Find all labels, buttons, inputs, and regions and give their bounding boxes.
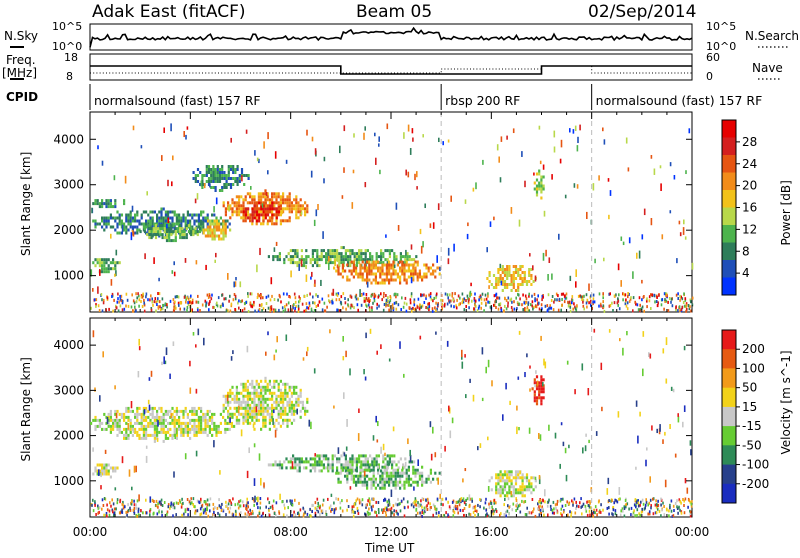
cpid-label: CPID — [6, 90, 38, 104]
colorbar-swatch — [722, 330, 736, 350]
colorbar-swatch — [722, 349, 736, 369]
colorbar-swatch — [722, 243, 736, 261]
nsearch-label: N.Search — [745, 29, 799, 43]
x-tick-label: 04:00 — [173, 525, 208, 539]
cpid-segment-label: normalsound (fast) 157 RF — [596, 93, 763, 108]
colorbar-tick-label: 20 — [742, 179, 757, 193]
cpid-strip: normalsound (fast) 157 RF rbsp 200 RF norm… — [90, 84, 762, 110]
colorbar-swatch — [722, 388, 736, 408]
colorbar-swatch — [722, 484, 736, 504]
date-label: 02/Sep/2014 — [588, 2, 696, 22]
nave-label: Nave — [752, 61, 783, 75]
colorbar-swatch — [722, 368, 736, 388]
colorbar-swatch — [722, 465, 736, 485]
x-tick-label: 00:00 — [675, 525, 710, 539]
colorbar-tick-label: 24 — [742, 157, 757, 171]
x-axis-title: Time UT — [364, 541, 415, 554]
y-tick-label: 4000 — [53, 338, 84, 352]
y-tick-label: 1000 — [53, 474, 84, 488]
y-tick-label: 1000 — [53, 269, 84, 283]
colorbar-tick-label: 50 — [742, 381, 757, 395]
y-tick-label: 3000 — [53, 383, 84, 397]
colorbar-tick-label: -50 — [742, 438, 762, 452]
colorbar-swatch — [722, 260, 736, 278]
freq-bottom-tick: 8 — [66, 70, 73, 83]
y-tick-label: 2000 — [53, 223, 84, 237]
colorbar-swatch — [722, 190, 736, 208]
colorbar-label: Velocity [m s^-1] — [779, 350, 793, 454]
freq-unit-label: [MHz] — [2, 66, 37, 80]
colorbar-swatch — [722, 208, 736, 226]
colorbar-swatch — [722, 278, 736, 296]
colorbar-tick-label: 28 — [742, 135, 757, 149]
noise-left-top: 10^5 — [52, 20, 82, 33]
colorbar-label: Power [dB] — [779, 180, 793, 245]
colorbar-swatch — [722, 173, 736, 191]
nave-series — [90, 66, 692, 73]
x-tick-label: 12:00 — [374, 525, 409, 539]
colorbar-swatch — [722, 445, 736, 465]
beam-label: Beam 05 — [356, 2, 432, 22]
colorbar-swatch — [722, 138, 736, 156]
y-tick-label: 3000 — [53, 178, 84, 192]
nave-top-tick: 60 — [706, 51, 720, 64]
cpid-segment-label: rbsp 200 RF — [445, 93, 520, 108]
colorbar-tick-label: 8 — [742, 244, 750, 258]
x-tick-label: 16:00 — [474, 525, 509, 539]
freq-label: Freq. — [6, 53, 36, 67]
velocity-panel: 1000 2000 3000 4000 Slant Range [km] 200 100 50… — [19, 318, 793, 518]
nsky-series — [90, 28, 692, 47]
station-title: Adak East (fitACF) — [92, 2, 246, 22]
colorbar-tick-label: 15 — [742, 400, 757, 414]
noise-right-top: 10^5 — [706, 20, 736, 33]
nave-bottom-tick: 0 — [706, 70, 713, 83]
colorbar-tick-label: -200 — [742, 477, 769, 491]
power-panel: 1000 2000 3000 4000 Slant Range [km] 4 8 12 16 20… — [19, 112, 793, 313]
colorbar-swatch — [722, 407, 736, 427]
x-tick-label: 20:00 — [574, 525, 609, 539]
colorbar-swatch — [722, 225, 736, 243]
colorbar-tick-label: -100 — [742, 458, 769, 472]
colorbar-tick-label: 12 — [742, 222, 757, 236]
freq-top-tick: 18 — [64, 51, 78, 64]
colorbar-tick-label: 4 — [742, 266, 750, 280]
colorbar-tick-label: -15 — [742, 419, 762, 433]
colorbar-tick-label: 200 — [742, 342, 765, 356]
colorbar-tick-label: 100 — [742, 361, 765, 375]
colorbar-tick-label: 16 — [742, 201, 757, 215]
y-tick-label: 4000 — [53, 132, 84, 146]
time-axis: 00:00 04:00 08:00 12:00 16:00 20:00 00:00 — [73, 525, 710, 539]
y-axis-label: Slant Range [km] — [19, 357, 33, 461]
freq-panel — [90, 54, 692, 80]
colorbar-swatch — [722, 120, 736, 138]
colorbar-swatch — [722, 155, 736, 173]
nsky-label: N.Sky — [4, 29, 38, 43]
noise-panel — [90, 24, 692, 50]
cpid-segment-label: normalsound (fast) 157 RF — [94, 93, 261, 108]
x-tick-label: 08:00 — [273, 525, 308, 539]
x-tick-label: 00:00 — [73, 525, 108, 539]
colorbar-swatch — [722, 426, 736, 446]
y-tick-label: 2000 — [53, 429, 84, 443]
y-axis-label: Slant Range [km] — [19, 152, 33, 256]
panel-frame — [90, 112, 692, 312]
panel-frame — [90, 318, 692, 517]
